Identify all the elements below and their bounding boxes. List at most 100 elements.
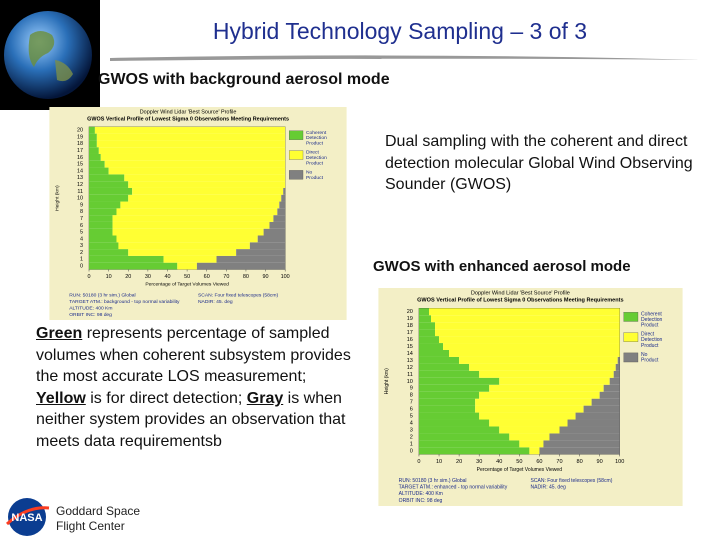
bar-segment	[418, 343, 444, 350]
bar-segment	[116, 208, 278, 216]
bar-segment	[283, 187, 286, 195]
chart-subtitle: GWOS Vertical Profile of Lowest Sigma 0 …	[87, 116, 289, 122]
x-tick-label: 90	[263, 274, 269, 280]
legend-swatch	[288, 170, 304, 180]
bar-segment	[509, 433, 550, 441]
bar-segment	[475, 398, 592, 406]
chart: Doppler Wind Lidar 'Best Source' Profile…	[49, 107, 347, 320]
land	[28, 31, 55, 67]
y-tick-label: 11	[407, 372, 413, 378]
bar-segment	[418, 412, 480, 420]
chart-subtitle: GWOS Vertical Profile of Lowest Sigma 0 …	[417, 298, 623, 304]
bar-segment	[89, 221, 113, 229]
bar-segment	[469, 363, 616, 371]
nasa-logo: NASA	[5, 498, 50, 536]
run-info: ALTITUDE: 400 Km	[69, 305, 112, 311]
bar-segment	[196, 262, 286, 270]
bar-segment	[499, 377, 610, 385]
bar-segment	[418, 447, 530, 455]
bar-segment	[124, 174, 286, 182]
bar-segment	[89, 235, 117, 243]
bar-segment	[429, 308, 620, 316]
logo-swoosh	[5, 506, 50, 526]
run-info: NADIR: 45. deg	[198, 299, 233, 305]
bar-segment	[418, 370, 480, 378]
y-tick-label: 2	[410, 434, 413, 440]
x-tick-label: 70	[556, 459, 562, 465]
legend-label: Direct Detection Product	[306, 150, 327, 167]
bar-segment	[89, 167, 109, 175]
x-axis-label: Percentage of Target Volumes Viewed	[145, 282, 229, 288]
bar-segment	[108, 167, 286, 175]
bar-segment	[479, 370, 614, 378]
bar-segment	[559, 426, 620, 434]
bar-segment	[418, 398, 476, 406]
bar-segment	[599, 391, 620, 399]
text: represents percentage of sampled volumes…	[36, 325, 351, 386]
bar-segment	[89, 255, 164, 263]
run-info: SCAN: Four fixed telescopes (58cm)	[198, 293, 278, 299]
bar-segment	[89, 242, 119, 250]
bar-segment	[89, 133, 97, 141]
bar-segment	[475, 405, 584, 413]
bar-segment	[112, 215, 274, 222]
keyword: Yellow	[36, 389, 86, 407]
bar-segment	[120, 201, 280, 209]
bar-segment	[418, 426, 500, 434]
legend-swatch	[623, 312, 639, 322]
y-tick-label: 3	[80, 243, 83, 249]
y-tick-label: 17	[77, 148, 83, 154]
y-tick-label: 4	[410, 420, 413, 426]
x-tick-label: 100	[615, 459, 624, 465]
bar-segment	[418, 349, 450, 357]
bar-segment	[128, 249, 237, 256]
bar-segment	[89, 153, 101, 161]
bar-segment	[418, 433, 510, 441]
slide-title: Hybrid Technology Sampling – 3 of 3	[212, 18, 588, 44]
globe	[0, 0, 100, 110]
y-tick-label: 5	[410, 414, 413, 420]
bar-segment	[603, 384, 620, 392]
bar-segment	[249, 242, 286, 250]
bar-segment	[96, 140, 286, 148]
chart-title: Doppler Wind Lidar 'Best Source' Profile	[140, 109, 237, 115]
legend-swatch	[623, 332, 639, 342]
bar-segment	[418, 356, 460, 364]
bar-segment	[575, 412, 620, 420]
bar-segment	[100, 153, 286, 161]
bar-segment	[418, 377, 500, 385]
y-tick-label: 0	[80, 264, 83, 270]
bar-segment	[163, 255, 217, 263]
bar-segment	[418, 419, 490, 427]
x-tick-label: 20	[125, 274, 131, 280]
y-tick-label: 12	[77, 182, 83, 188]
y-tick-label: 16	[77, 155, 83, 161]
description: Dual sampling with the coherent and dire…	[385, 133, 693, 193]
y-tick-label: 5	[80, 230, 83, 236]
text: is for direct detection;	[85, 389, 247, 407]
x-tick-label: 60	[204, 274, 210, 280]
bar-segment	[435, 329, 620, 337]
bar-segment	[418, 440, 520, 448]
chart-label: GWOS with background aerosol mode	[98, 71, 390, 88]
bar-segment	[89, 249, 129, 256]
x-tick-label: 0	[88, 274, 91, 280]
x-tick-label: 40	[164, 274, 170, 280]
bar-segment	[216, 255, 286, 263]
legend-swatch	[623, 352, 639, 363]
y-tick-label: 4	[80, 236, 83, 242]
bar-segment	[263, 228, 286, 236]
bar-segment	[418, 391, 480, 399]
bar-segment	[439, 336, 620, 344]
bar-segment	[89, 126, 95, 134]
bar-segment	[418, 405, 476, 413]
x-tick-label: 90	[597, 459, 603, 465]
x-tick-label: 40	[496, 459, 502, 465]
bar-segment	[543, 440, 620, 448]
y-tick-label: 1	[410, 441, 413, 447]
run-info: ORBIT INC: 98 deg	[69, 312, 112, 318]
bar-segment	[89, 147, 99, 154]
x-tick-label: 0	[417, 459, 420, 465]
y-tick-label: 9	[80, 202, 83, 208]
